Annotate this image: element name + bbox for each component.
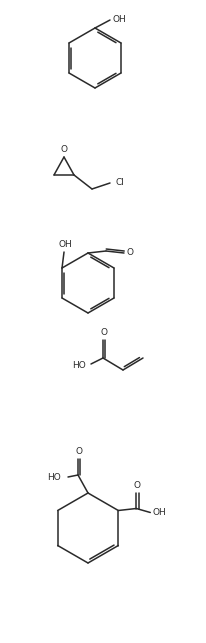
- Text: O: O: [60, 145, 67, 154]
- Text: OH: OH: [152, 508, 165, 517]
- Text: OH: OH: [112, 15, 125, 24]
- Text: HO: HO: [72, 361, 85, 370]
- Text: O: O: [133, 481, 140, 490]
- Text: OH: OH: [58, 240, 71, 249]
- Text: Cl: Cl: [115, 179, 124, 188]
- Text: O: O: [100, 329, 107, 338]
- Text: O: O: [75, 448, 82, 457]
- Text: HO: HO: [47, 473, 61, 482]
- Text: O: O: [126, 248, 133, 257]
